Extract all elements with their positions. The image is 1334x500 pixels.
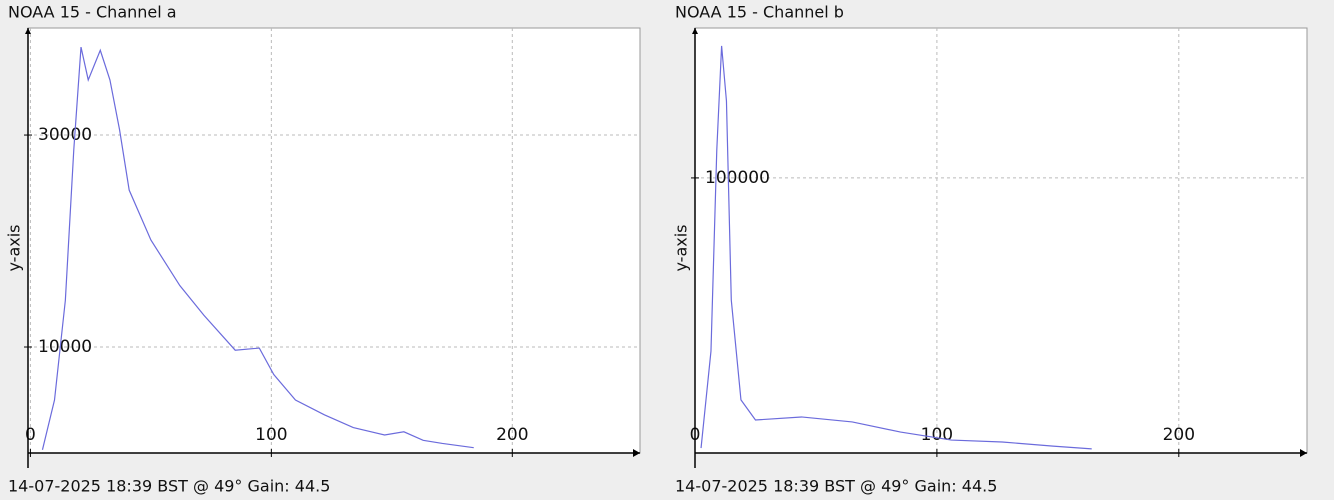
x-tick-label: 100: [921, 425, 953, 445]
y-axis-label: y-axis: [672, 224, 691, 271]
x-tick-label: 0: [25, 425, 36, 445]
caption: 14-07-2025 18:39 BST @ 49° Gain: 44.5: [675, 477, 997, 496]
axis-arrow: [1300, 449, 1307, 457]
y-tick-label: 10000: [38, 337, 92, 357]
axis-arrow: [692, 28, 698, 34]
axis-arrow: [633, 449, 640, 457]
x-tick-label: 200: [1163, 425, 1195, 445]
chart-title: NOAA 15 - Channel a: [8, 3, 177, 22]
caption: 14-07-2025 18:39 BST @ 49° Gain: 44.5: [8, 477, 330, 496]
data-line: [41, 46, 474, 450]
plot-area: [694, 27, 1308, 454]
data-line: [700, 45, 1092, 450]
y-tick-label: 100000: [705, 168, 770, 188]
x-tick-label: 100: [255, 425, 287, 445]
axis-arrow: [25, 28, 31, 34]
y-axis-label: y-axis: [5, 224, 24, 271]
y-tick-label: 30000: [38, 125, 92, 145]
x-tick-label: 200: [496, 425, 528, 445]
plot-area: [27, 27, 641, 454]
chart-title: NOAA 15 - Channel b: [675, 3, 844, 22]
